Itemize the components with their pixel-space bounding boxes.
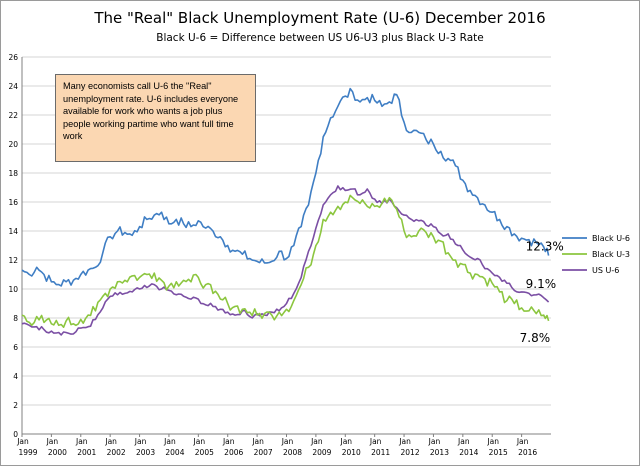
- x-tick-month: Jan: [222, 437, 235, 446]
- legend: Black U-6 Black U-3 US U-6: [562, 234, 630, 275]
- series-line-black-u-6: [21, 87, 550, 287]
- x-tick-year: 2016: [518, 448, 537, 457]
- x-tick-month: Jan: [428, 437, 441, 446]
- annotation-box: Many economists call U-6 the "Real" unem…: [55, 74, 256, 162]
- x-tick-month: Jan: [16, 437, 29, 446]
- series-line-us-u-6: [21, 185, 550, 336]
- x-tick-year: 2014: [459, 448, 478, 457]
- x-tick-month: Jan: [369, 437, 382, 446]
- y-tick-label: 4: [13, 372, 18, 381]
- x-tick-month: Jan: [310, 437, 323, 446]
- y-tick-label: 14: [8, 227, 18, 236]
- x-tick-year: 2000: [48, 448, 67, 457]
- series-lines: [21, 87, 550, 336]
- y-tick-label: 24: [8, 82, 18, 91]
- y-tick-label: 12: [8, 256, 18, 265]
- legend-label: US U-6: [592, 266, 619, 275]
- axes: [21, 57, 551, 437]
- x-tick-year: 2012: [401, 448, 420, 457]
- y-tick-label: 6: [13, 343, 18, 352]
- x-tick-month: Jan: [339, 437, 352, 446]
- x-axis-tick-labels: Jan 1999 Jan 2000 Jan 2001 Jan 2002 Jan 2003 Jan 20…: [16, 437, 537, 457]
- x-tick-month: Jan: [457, 437, 470, 446]
- y-tick-label: 16: [8, 198, 18, 207]
- legend-label: Black U-3: [592, 250, 630, 259]
- chart-subtitle: Black U-6 = Difference between US U6-U3 …: [156, 32, 484, 44]
- x-tick-year: 2005: [195, 448, 214, 457]
- x-tick-month: Jan: [46, 437, 59, 446]
- x-tick-month: Jan: [281, 437, 294, 446]
- x-tick-year: 2015: [489, 448, 508, 457]
- y-tick-label: 2: [13, 401, 18, 410]
- x-tick-month: Jan: [193, 437, 206, 446]
- chart-title: The "Real" Black Unemployment Rate (U-6)…: [94, 9, 546, 27]
- x-tick-year: 2004: [165, 448, 184, 457]
- y-tick-label: 10: [8, 285, 18, 294]
- x-tick-year: 2008: [283, 448, 302, 457]
- y-tick-label: 18: [8, 169, 18, 178]
- x-tick-year: 2006: [224, 448, 243, 457]
- y-tick-label: 8: [13, 314, 18, 323]
- x-tick-month: Jan: [486, 437, 499, 446]
- series-line-black-u-3: [21, 194, 550, 328]
- x-tick-year: 2009: [312, 448, 331, 457]
- legend-label: Black U-6: [592, 234, 630, 243]
- end-label-us-u-6: 9.1%: [526, 277, 557, 291]
- y-tick-label: 26: [8, 53, 18, 62]
- x-tick-year: 2002: [107, 448, 126, 457]
- x-tick-month: Jan: [75, 437, 88, 446]
- x-tick-year: 1999: [18, 448, 37, 457]
- y-tick-label: 22: [8, 111, 18, 120]
- annotation-text: Many economists call U-6 the "Real" unem…: [63, 81, 239, 141]
- end-label-black-u-6: 12.3%: [526, 240, 564, 254]
- x-tick-year: 2003: [136, 448, 155, 457]
- x-tick-month: Jan: [398, 437, 411, 446]
- y-tick-label: 20: [8, 140, 18, 149]
- x-tick-month: Jan: [251, 437, 264, 446]
- end-value-labels: 12.3% 7.8% 9.1%: [520, 240, 564, 345]
- x-tick-month: Jan: [104, 437, 117, 446]
- x-tick-month: Jan: [134, 437, 147, 446]
- x-tick-year: 2007: [254, 448, 273, 457]
- x-tick-year: 2010: [342, 448, 361, 457]
- x-tick-month: Jan: [163, 437, 176, 446]
- y-tick-label: 0: [13, 430, 18, 439]
- x-tick-year: 2011: [371, 448, 390, 457]
- x-tick-year: 2013: [430, 448, 449, 457]
- x-tick-month: Jan: [516, 437, 529, 446]
- x-tick-year: 2001: [77, 448, 96, 457]
- end-label-black-u-3: 7.8%: [520, 331, 551, 345]
